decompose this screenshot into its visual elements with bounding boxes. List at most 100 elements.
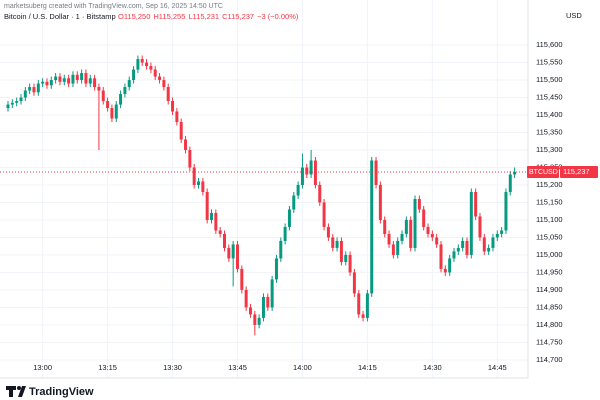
candle-body bbox=[456, 247, 460, 252]
candle-body bbox=[391, 244, 395, 255]
candle-body bbox=[352, 272, 356, 294]
y-tick-label: 115,000 bbox=[536, 250, 563, 259]
candle-body bbox=[378, 184, 382, 220]
candle-body bbox=[240, 268, 244, 290]
candle-body bbox=[45, 81, 49, 86]
candle-body bbox=[110, 108, 114, 119]
candle-body bbox=[461, 240, 465, 248]
candle-body bbox=[123, 87, 127, 95]
y-tick-label: 115,150 bbox=[536, 197, 563, 206]
candle-body bbox=[136, 59, 140, 70]
candle-body bbox=[88, 78, 92, 84]
candle-body bbox=[309, 160, 313, 175]
candle-body bbox=[201, 181, 205, 192]
candle-body bbox=[84, 73, 88, 84]
candle-body bbox=[253, 314, 257, 325]
credit: marketsuberg created with TradingView.co… bbox=[4, 3, 223, 10]
y-tick-label: 115,400 bbox=[536, 110, 563, 119]
x-tick-label: 14:15 bbox=[358, 363, 377, 372]
candle-body bbox=[348, 254, 352, 273]
ohlc-value: L115,231 bbox=[188, 12, 219, 21]
candle-body bbox=[270, 279, 274, 308]
candle-body bbox=[23, 90, 27, 98]
candle-body bbox=[508, 174, 512, 192]
candle-body bbox=[188, 150, 192, 168]
candle-body bbox=[417, 198, 421, 210]
candle-body bbox=[32, 87, 36, 93]
candle-body bbox=[248, 307, 252, 315]
candle-body bbox=[257, 317, 261, 325]
candle-body bbox=[127, 80, 131, 88]
candle-body bbox=[97, 87, 101, 91]
candle-body bbox=[344, 254, 348, 262]
candle-body bbox=[335, 240, 339, 248]
candle-body bbox=[6, 104, 10, 109]
candle-body bbox=[184, 139, 188, 151]
candle-body bbox=[279, 240, 283, 259]
candles bbox=[6, 55, 517, 336]
candle-body bbox=[235, 244, 239, 269]
candle-body bbox=[322, 202, 326, 227]
x-tick-label: 14:45 bbox=[488, 363, 507, 372]
candle-body bbox=[487, 247, 491, 252]
candle-body bbox=[292, 195, 296, 210]
candle-body bbox=[171, 101, 175, 112]
y-tick-label: 114,800 bbox=[536, 320, 563, 329]
candle-body bbox=[387, 233, 391, 245]
candle-body bbox=[469, 191, 473, 255]
candle-body bbox=[500, 230, 504, 234]
y-tick-label: 115,350 bbox=[536, 127, 563, 136]
candle-body bbox=[175, 111, 179, 123]
candle-body bbox=[36, 83, 40, 93]
y-tick-label: 114,850 bbox=[536, 302, 563, 311]
candle-body bbox=[261, 296, 265, 318]
y-unit: USD bbox=[566, 11, 582, 20]
candle-body bbox=[361, 314, 365, 318]
candle-body bbox=[287, 209, 291, 227]
candle-body bbox=[318, 184, 322, 203]
candle-body bbox=[383, 219, 387, 234]
candle-body bbox=[413, 198, 417, 248]
candle-body bbox=[41, 81, 45, 84]
y-tick-label: 115,200 bbox=[536, 180, 563, 189]
x-tick-label: 13:15 bbox=[98, 363, 117, 372]
brand-logo: TradingView bbox=[6, 386, 94, 398]
chart-title: Bitcoin / U.S. Dollar · 1 · Bitstamp bbox=[4, 12, 116, 21]
x-tick-label: 14:30 bbox=[423, 363, 442, 372]
candle-body bbox=[426, 226, 430, 234]
x-tick-label: 14:00 bbox=[293, 363, 312, 372]
candle-body bbox=[313, 160, 317, 185]
x-tick-label: 13:30 bbox=[163, 363, 182, 372]
candle-body bbox=[439, 244, 443, 269]
candle-body bbox=[422, 209, 426, 227]
candle-body bbox=[28, 87, 32, 91]
x-tick-label: 13:45 bbox=[228, 363, 247, 372]
candle-body bbox=[339, 240, 343, 262]
symbol-tag bbox=[527, 166, 559, 179]
candle-body bbox=[114, 104, 118, 119]
grid bbox=[0, 0, 528, 378]
candle-body bbox=[513, 172, 517, 175]
candle-body bbox=[374, 160, 378, 185]
candle-body bbox=[166, 87, 170, 102]
candle-body bbox=[504, 191, 508, 231]
candle-body bbox=[214, 212, 218, 231]
candle-body bbox=[331, 237, 335, 248]
ohlc-value: C115,237 bbox=[222, 12, 254, 21]
candle-body bbox=[227, 247, 231, 259]
candle-body bbox=[491, 237, 495, 248]
ohlc-value: O115,250 bbox=[118, 12, 150, 21]
candle-body bbox=[62, 78, 66, 82]
candle-body bbox=[478, 216, 482, 238]
y-tick-label: 115,450 bbox=[536, 93, 563, 102]
y-tick-label: 115,500 bbox=[536, 75, 563, 84]
candle-body bbox=[357, 293, 361, 315]
candle-body bbox=[140, 59, 144, 63]
y-tick-label: 114,900 bbox=[536, 285, 563, 294]
candle-body bbox=[75, 74, 79, 81]
candle-body bbox=[365, 293, 369, 318]
candle-body bbox=[396, 240, 400, 255]
candle-body bbox=[404, 219, 408, 234]
candle-body bbox=[58, 76, 62, 82]
